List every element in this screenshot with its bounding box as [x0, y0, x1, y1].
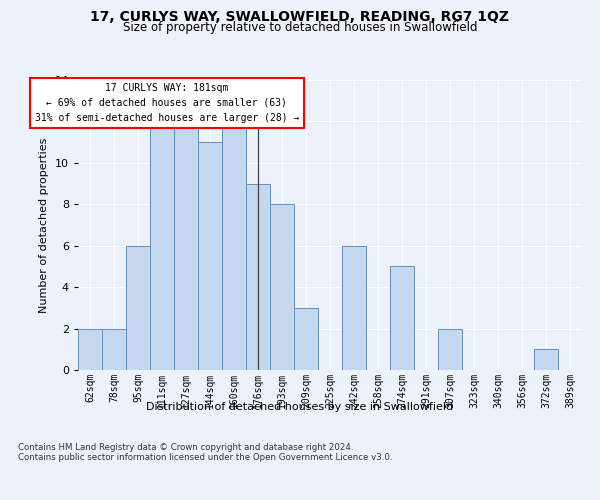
- Text: 17 CURLYS WAY: 181sqm
← 69% of detached houses are smaller (63)
31% of semi-deta: 17 CURLYS WAY: 181sqm ← 69% of detached …: [35, 83, 299, 122]
- Bar: [246, 184, 270, 370]
- Text: Contains HM Land Registry data © Crown copyright and database right 2024.: Contains HM Land Registry data © Crown c…: [18, 442, 353, 452]
- Text: 17, CURLYS WAY, SWALLOWFIELD, READING, RG7 1QZ: 17, CURLYS WAY, SWALLOWFIELD, READING, R…: [91, 10, 509, 24]
- Bar: [198, 142, 222, 370]
- Text: Size of property relative to detached houses in Swallowfield: Size of property relative to detached ho…: [123, 22, 477, 35]
- Bar: [294, 308, 318, 370]
- Bar: [390, 266, 414, 370]
- Bar: [438, 328, 462, 370]
- Bar: [78, 328, 102, 370]
- Bar: [150, 122, 174, 370]
- Bar: [534, 350, 558, 370]
- Text: Distribution of detached houses by size in Swallowfield: Distribution of detached houses by size …: [146, 402, 454, 412]
- Bar: [270, 204, 294, 370]
- Bar: [126, 246, 150, 370]
- Bar: [342, 246, 366, 370]
- Y-axis label: Number of detached properties: Number of detached properties: [39, 138, 49, 312]
- Bar: [102, 328, 126, 370]
- Bar: [174, 122, 198, 370]
- Text: Contains public sector information licensed under the Open Government Licence v3: Contains public sector information licen…: [18, 452, 392, 462]
- Bar: [222, 122, 246, 370]
